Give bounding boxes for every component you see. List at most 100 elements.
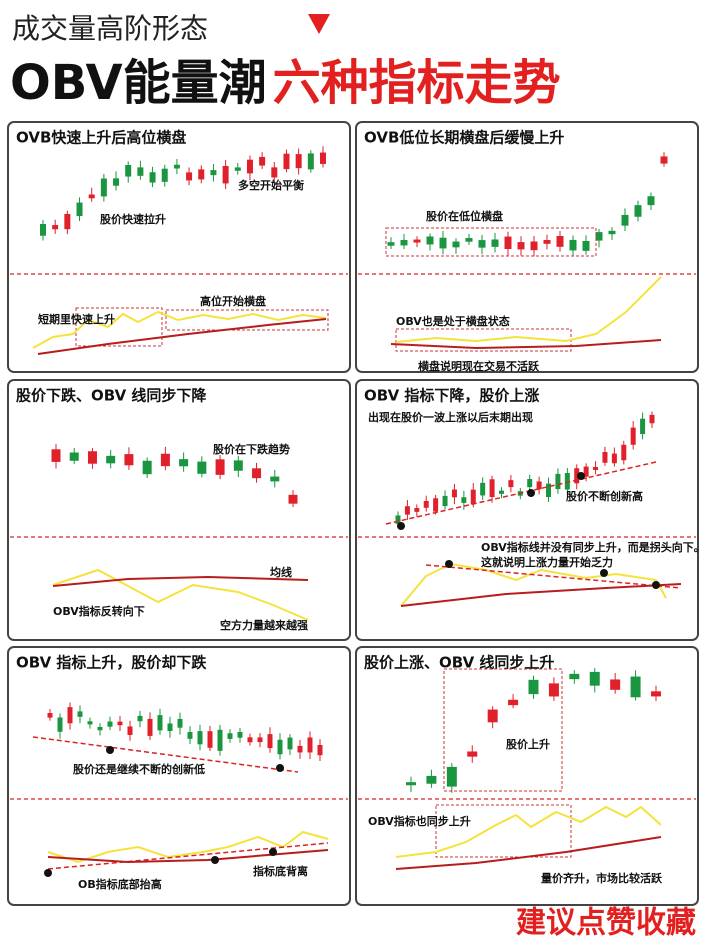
candle	[277, 739, 283, 755]
candle	[621, 214, 629, 226]
annotation: OB指标底部抬高	[78, 877, 162, 891]
candle	[467, 751, 478, 757]
panel-frame	[7, 121, 351, 373]
candle	[439, 237, 447, 249]
candle	[461, 497, 467, 503]
panel-title: 股价下跌、OBV 线同步下降	[16, 387, 207, 405]
candle	[555, 473, 561, 490]
average-line	[47, 849, 329, 864]
candle	[569, 673, 580, 680]
candle	[297, 745, 303, 753]
candle	[246, 159, 253, 174]
candle	[595, 232, 603, 241]
dot	[276, 764, 284, 772]
candle	[498, 490, 504, 494]
candle	[67, 707, 73, 724]
candle	[426, 236, 434, 245]
annotation: 股价在低位横盘	[426, 209, 503, 223]
candle	[187, 732, 193, 739]
candle	[52, 225, 59, 230]
candle	[582, 240, 590, 251]
candle	[197, 731, 203, 745]
candle	[649, 414, 655, 424]
candle	[433, 498, 439, 512]
trend-line	[385, 461, 657, 525]
candle	[307, 737, 313, 753]
candle	[651, 691, 661, 697]
obv-line	[400, 562, 667, 607]
annotation: 均线	[270, 565, 292, 579]
obv-line	[395, 276, 662, 343]
candle	[167, 723, 173, 732]
dashed-box	[165, 309, 329, 331]
annotation: 量价齐升，市场比较活跃	[541, 871, 663, 885]
title-red: 六种指标走势	[273, 55, 561, 111]
annotation: 股价还是继续不断的创新低	[73, 762, 205, 776]
candle	[215, 459, 225, 475]
panel-title: OBV 指标上升，股价却下跌	[16, 654, 207, 672]
title-black: OBV能量潮	[10, 55, 267, 111]
annotation: OBV指标反转向下	[53, 604, 145, 618]
candle	[88, 194, 95, 199]
candle	[113, 178, 120, 186]
candle	[149, 172, 156, 183]
candle	[259, 156, 266, 166]
candle	[546, 483, 552, 498]
candle	[173, 164, 180, 169]
candle	[210, 170, 217, 176]
candle	[630, 427, 636, 445]
candle	[508, 699, 519, 706]
candle	[320, 152, 326, 164]
candle	[414, 508, 420, 512]
candle	[287, 737, 293, 750]
candle	[478, 240, 486, 248]
candle	[160, 453, 170, 467]
candle	[217, 729, 223, 751]
panel-title: OBV 指标下降，股价上涨	[364, 387, 539, 405]
candle	[51, 449, 61, 462]
candle	[602, 452, 608, 463]
candle	[161, 168, 168, 182]
candle	[536, 481, 542, 490]
candle	[283, 153, 290, 170]
candle	[611, 453, 617, 464]
candle	[64, 213, 71, 230]
panel-title: 股价上涨、OBV 线同步上升	[364, 654, 554, 672]
annotation: 多空开始平衡	[238, 178, 304, 192]
candle	[569, 239, 577, 251]
candle	[548, 683, 559, 697]
candle	[100, 178, 107, 197]
candle	[470, 489, 476, 505]
panel-title: OVB快速上升后高位横盘	[16, 129, 186, 147]
candle	[480, 482, 486, 496]
candle	[527, 478, 533, 488]
candle	[97, 726, 103, 731]
candle	[234, 167, 241, 171]
annotation: 出现在股价一波上涨以后末期出现	[368, 410, 533, 424]
candle	[47, 712, 53, 718]
annotation: 股价在下跌趋势	[213, 442, 290, 456]
annotation: OBV也是处于横盘状态	[396, 314, 510, 328]
dot	[106, 746, 114, 754]
candle	[395, 515, 401, 524]
candle	[406, 782, 416, 786]
candle	[404, 506, 410, 515]
panel-frame	[355, 646, 699, 906]
candle	[491, 239, 499, 247]
candle	[106, 455, 116, 464]
candle	[487, 709, 498, 723]
trend-line	[47, 842, 329, 870]
candle	[317, 744, 323, 756]
candle	[267, 734, 273, 749]
candle	[556, 235, 564, 247]
average-line	[37, 318, 327, 355]
candle	[198, 169, 205, 180]
candle	[426, 775, 437, 784]
candle	[423, 500, 429, 508]
candle	[76, 202, 83, 217]
annotation: 股价不断创新高	[566, 489, 643, 503]
candle	[413, 239, 421, 243]
candle	[87, 451, 97, 464]
